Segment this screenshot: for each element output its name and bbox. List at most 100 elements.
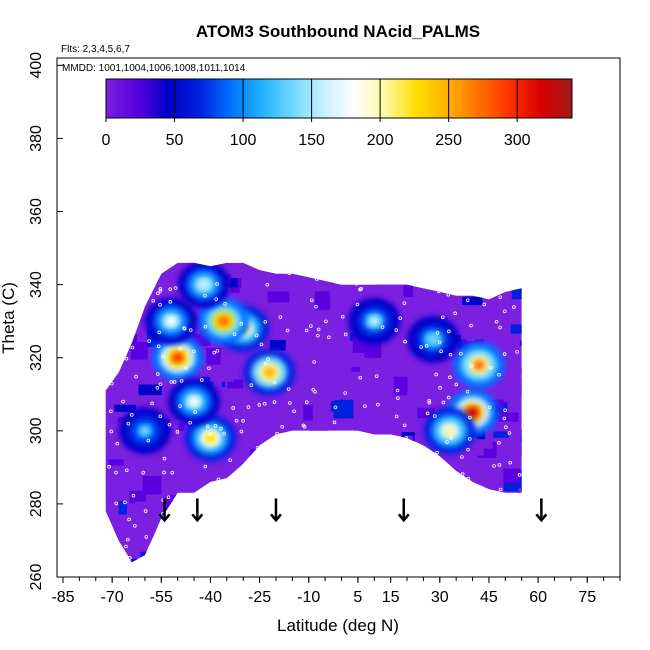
track-marker: [312, 360, 316, 364]
heatmap-cell: [114, 404, 136, 412]
heatmap-cell: [357, 434, 375, 453]
heatmap-cell: [357, 561, 368, 563]
track-marker: [158, 289, 163, 293]
track-marker: [190, 534, 195, 539]
track-marker: [489, 542, 494, 546]
track-marker: [434, 372, 438, 377]
track-marker: [368, 488, 372, 493]
track-marker: [109, 409, 113, 414]
x-tick-label: -10: [297, 589, 320, 606]
heatmap-cell: [164, 519, 179, 538]
heatmap-cell: [390, 485, 412, 499]
track-marker: [467, 437, 472, 441]
track-marker: [398, 447, 403, 452]
track-marker: [156, 344, 161, 349]
track-marker: [313, 389, 317, 394]
heatmap-cell: [471, 316, 493, 329]
heatmap-cell: [179, 554, 204, 562]
heatmap-cell: [227, 379, 243, 389]
profile-arrow-head: [535, 513, 548, 523]
track-marker: [441, 400, 446, 405]
heatmap-cell: [371, 511, 384, 530]
track-marker: [382, 484, 386, 489]
track-marker: [489, 365, 493, 370]
track-marker: [179, 379, 184, 383]
heatmap-cell: [321, 558, 333, 563]
heatmap-cell: [140, 551, 164, 559]
track-marker: [445, 440, 449, 444]
plot-frame: [56, 57, 621, 578]
colorbar-tick-label: 300: [504, 132, 531, 149]
track-marker: [167, 422, 172, 427]
heatmap-cell: [258, 520, 275, 531]
heatmap-cell: [231, 419, 241, 435]
track-marker: [503, 408, 507, 412]
heatmap-cell: [264, 524, 277, 533]
track-marker: [425, 411, 430, 416]
x-axis-label: Latitude (deg N): [277, 616, 399, 635]
track-marker: [158, 414, 163, 419]
track-marker: [173, 286, 178, 290]
track-marker: [111, 326, 116, 330]
track-marker: [174, 505, 178, 510]
heatmap-cell: [423, 369, 436, 381]
heatmap-cell: [253, 471, 277, 485]
track-marker: [231, 406, 236, 410]
heatmap-cell: [327, 440, 350, 455]
heatmap-cell: [228, 277, 238, 288]
track-marker: [435, 331, 440, 335]
heatmap-cell: [344, 512, 356, 520]
heatmap-cell: [265, 541, 277, 547]
track-marker: [330, 522, 334, 526]
heatmap-cell: [478, 463, 491, 470]
x-tick-label: 75: [578, 589, 596, 606]
heatmap-cell: [356, 537, 378, 546]
track-marker: [402, 301, 407, 305]
heatmap-cell: [351, 366, 362, 372]
track-marker: [427, 400, 432, 405]
heatmap-cell: [324, 271, 335, 279]
track-marker: [193, 410, 197, 414]
track-marker: [317, 486, 322, 491]
heatmap-cell: [380, 567, 391, 576]
track-marker: [420, 472, 425, 477]
heatmap-hotspot: [138, 425, 151, 437]
heatmap-cell: [235, 495, 253, 504]
track-marker: [419, 456, 423, 460]
track-marker: [174, 528, 178, 533]
track-marker: [182, 326, 186, 330]
heatmap-cell: [266, 325, 289, 334]
heatmap-cell: [222, 463, 243, 476]
heatmap-cell: [173, 540, 187, 553]
heatmap-hotspot: [204, 432, 217, 444]
heatmap-cell: [524, 565, 536, 578]
track-marker: [487, 405, 492, 410]
heatmap-cell: [338, 562, 352, 563]
track-marker: [156, 372, 160, 376]
track-marker: [343, 332, 348, 337]
track-marker: [130, 345, 135, 350]
x-tick-label: -40: [199, 589, 222, 606]
track-marker: [460, 455, 464, 459]
track-marker: [158, 382, 163, 386]
heatmap-cell: [235, 380, 254, 391]
x-tick-label: -70: [101, 589, 124, 606]
heatmap-hotspot: [188, 396, 201, 407]
heatmap-cell: [364, 339, 382, 358]
track-marker: [144, 535, 149, 539]
heatmap-cell: [497, 335, 514, 346]
track-marker: [232, 332, 237, 337]
heatmap-hotspot: [427, 334, 440, 345]
heatmap-cell: [404, 435, 413, 453]
heatmap-cell: [395, 533, 412, 553]
colorbar-tick-label: 200: [367, 132, 394, 149]
track-marker: [276, 537, 281, 542]
heatmap-cell: [248, 537, 259, 544]
heatmap-cell: [311, 397, 324, 409]
heatmap-cell: [252, 509, 269, 528]
heatmap-cell: [431, 287, 453, 298]
heatmap-cell: [249, 448, 264, 468]
track-marker: [393, 498, 397, 503]
track-marker: [122, 276, 126, 281]
track-marker: [386, 280, 391, 284]
